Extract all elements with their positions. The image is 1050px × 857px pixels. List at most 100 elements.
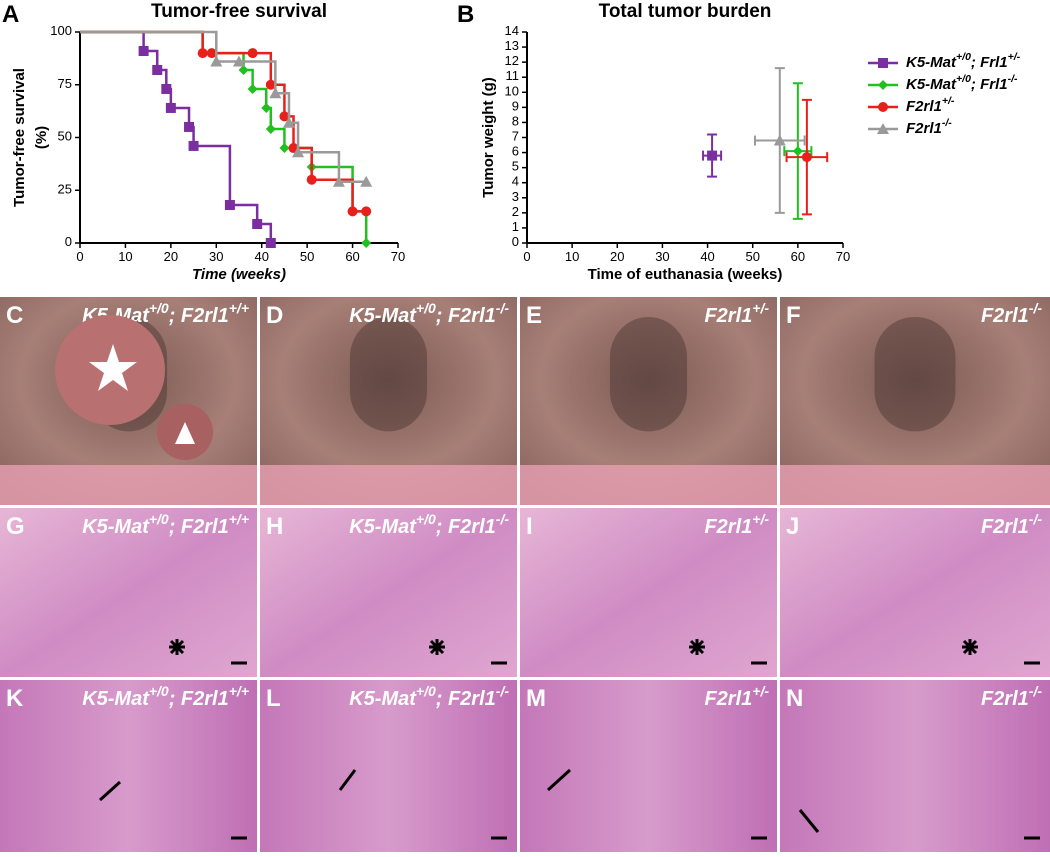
fur-shadow	[349, 317, 428, 432]
y-tick-label: 7	[512, 129, 519, 144]
x-tick-label: 40	[700, 249, 714, 264]
asterisk	[169, 639, 185, 655]
y-tick-label: 2	[512, 204, 519, 219]
marker	[801, 152, 812, 163]
y-tick-label: 5	[512, 159, 519, 174]
x-tick-label: 50	[300, 249, 314, 264]
asterisk	[962, 639, 978, 655]
panel-genotype: F2rl1+/-	[704, 511, 769, 539]
x-tick-label: 10	[565, 249, 579, 264]
x-tick-label: 70	[836, 249, 850, 264]
x-tick-label: 10	[118, 249, 132, 264]
marker	[238, 64, 249, 75]
image-panel	[260, 508, 517, 677]
marker	[138, 45, 149, 56]
y-tick-label: 3	[512, 189, 519, 204]
image-panel	[0, 680, 257, 852]
marker	[279, 111, 290, 122]
y-tick-label: 12	[505, 54, 519, 69]
x-tick-label: 0	[523, 249, 530, 264]
marker	[269, 87, 282, 99]
panel-letter: E	[526, 302, 542, 329]
marker	[279, 143, 290, 154]
pink-bedding	[0, 465, 257, 505]
marker	[210, 55, 223, 67]
marker	[184, 121, 195, 132]
marker	[292, 146, 305, 158]
x-tick-label: 30	[655, 249, 669, 264]
x-tick-label: 70	[391, 249, 405, 264]
panel-genotype: K5-Mat+/0; F2rl1+/+	[82, 511, 249, 539]
y-tick-label: 8	[512, 114, 519, 129]
y-axis-label: Tumor weight (g)	[480, 77, 497, 198]
marker	[707, 150, 718, 161]
x-tick-label: 60	[345, 249, 359, 264]
asterisk	[429, 639, 445, 655]
y-tick-label: 13	[505, 39, 519, 54]
marker	[347, 206, 358, 217]
panel-letter: N	[786, 685, 803, 712]
marker	[165, 102, 176, 113]
fur-shadow	[874, 317, 956, 432]
x-tick-label: 20	[610, 249, 624, 264]
marker	[306, 174, 317, 185]
panel-letter: F	[786, 302, 801, 329]
marker	[252, 219, 263, 230]
panel-letter: M	[526, 685, 546, 712]
marker	[361, 206, 372, 217]
pink-bedding	[260, 465, 517, 505]
y-tick-label: 10	[505, 84, 519, 99]
marker	[265, 124, 276, 135]
y-tick-label: 50	[58, 129, 72, 144]
marker	[878, 58, 888, 68]
x-axis-label: Time of euthanasia (weeks)	[588, 266, 783, 283]
survival-curve	[80, 30, 273, 243]
asterisk	[689, 639, 705, 655]
panel-letter: K	[6, 685, 24, 712]
image-panel	[0, 508, 257, 677]
legend-label: F2rl1-/-	[906, 117, 952, 137]
y-tick-label: 4	[512, 174, 519, 189]
marker	[773, 134, 786, 146]
y-tick-label: 25	[58, 182, 72, 197]
chart-title: Tumor-free survival	[151, 1, 327, 22]
panel-genotype: K5-Mat+/0; F2rl1-/-	[349, 300, 509, 328]
y-tick-label: 0	[65, 234, 72, 249]
fur-shadow	[609, 317, 688, 432]
marker	[224, 200, 235, 211]
marker	[265, 238, 276, 248]
marker	[282, 116, 295, 128]
marker	[161, 83, 172, 94]
panel-genotype: F2rl1+/-	[704, 683, 769, 711]
panel-genotype: F2rl1-/-	[981, 683, 1042, 711]
y-tick-label: 14	[505, 23, 519, 38]
star	[89, 344, 137, 391]
marker	[233, 55, 245, 67]
marker	[361, 238, 372, 248]
arrow	[546, 768, 572, 792]
triangle	[175, 422, 195, 444]
y-axis-label: Tumor-free survival	[11, 68, 28, 207]
marker	[152, 64, 163, 75]
x-tick-label: 20	[164, 249, 178, 264]
panel-genotype: F2rl1-/-	[981, 300, 1042, 328]
panel-letter: I	[526, 513, 533, 540]
image-panels: C K5-Mat+/0; F2rl1+/+ D K5-Mat+/0; F2rl1-/-…	[0, 297, 1050, 852]
image-panel	[520, 508, 777, 677]
panel-genotype: F2rl1-/-	[981, 511, 1042, 539]
panel-genotype: K5-Mat+/0; F2rl1+/+	[82, 683, 249, 711]
panel-letter: G	[6, 513, 25, 540]
marker	[360, 175, 373, 187]
legend-label: F2rl1+/-	[906, 95, 955, 115]
legend-label: K5-Mat+/0; Frl1+/-	[906, 51, 1021, 71]
x-tick-label: 60	[791, 249, 805, 264]
marker	[206, 48, 217, 59]
x-tick-label: 40	[254, 249, 268, 264]
image-panel	[520, 680, 777, 852]
marker	[792, 146, 803, 157]
legend-label: K5-Mat+/0; Frl1-/-	[906, 73, 1018, 93]
panel-letter: J	[786, 513, 799, 540]
x-tick-label: 0	[76, 249, 83, 264]
pink-bedding	[520, 465, 777, 505]
arrow	[798, 809, 820, 833]
